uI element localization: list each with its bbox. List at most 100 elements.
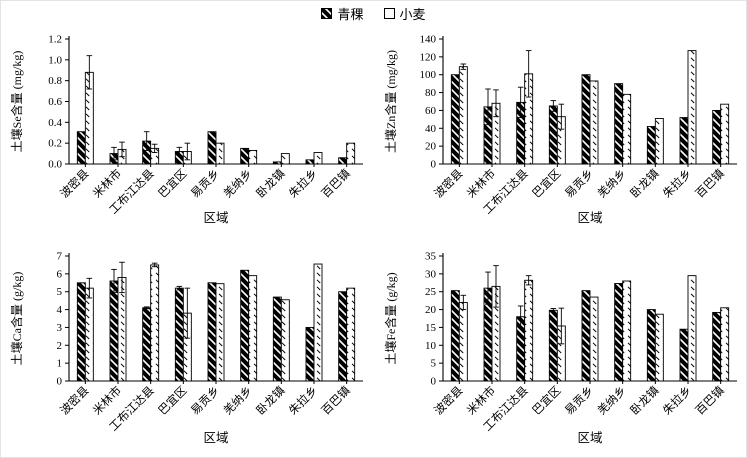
error-bar <box>111 146 117 161</box>
bar-barley <box>272 161 282 165</box>
category-label: 波密县 <box>57 166 91 200</box>
category-label: 百巴镇 <box>318 166 353 201</box>
y-tick-label: 2 <box>57 340 63 352</box>
bar-barley <box>548 105 558 165</box>
y-tick-label: 1.2 <box>48 34 62 46</box>
error-bar <box>176 146 183 157</box>
bar-wheat <box>589 80 599 165</box>
error-bar <box>460 63 467 70</box>
bar-wheat <box>150 264 160 382</box>
bar-wheat <box>215 283 225 382</box>
bar-barley <box>581 290 591 382</box>
wheat-swatch-icon <box>383 8 395 19</box>
category-label: 波密县 <box>431 166 465 200</box>
error-bar <box>111 268 117 294</box>
y-axis-title: 土壤Se含量 (mg/kg) <box>9 51 24 153</box>
y-tick-label: 0.0 <box>48 159 62 171</box>
bar-barley <box>109 280 119 382</box>
bar-wheat <box>720 307 730 382</box>
error-bar <box>86 277 93 299</box>
bar-barley <box>646 126 656 165</box>
y-axis-title: 土壤Zn含量 (mg/kg) <box>383 50 398 153</box>
error-bar <box>485 88 491 126</box>
category-label: 巴宜区 <box>529 166 563 200</box>
category-label: 卧龙镇 <box>627 166 662 201</box>
y-tick-label: 60 <box>425 105 437 117</box>
error-bar <box>143 131 150 151</box>
y-tick-label: 80 <box>425 87 437 99</box>
y-tick-label: 0.2 <box>48 138 62 150</box>
y-tick-label: 0 <box>431 159 437 171</box>
y-tick-label: 4 <box>57 304 63 316</box>
y-axis-title: 土壤Ca含量 (g/kg) <box>9 272 24 366</box>
y-tick-label: 0 <box>57 376 63 388</box>
bar-barley <box>338 291 348 382</box>
y-tick-label: 10 <box>425 340 437 352</box>
chart-legend: 青稞 小麦 <box>1 4 746 23</box>
y-tick-label: 25 <box>425 286 437 298</box>
category-label: 卧龙镇 <box>253 383 288 418</box>
error-bar <box>119 261 125 294</box>
bar-wheat <box>458 301 468 382</box>
category-label: 易贡乡 <box>189 384 223 418</box>
y-tick-label: 30 <box>425 268 437 280</box>
category-label: 波密县 <box>431 383 465 417</box>
error-bar <box>550 308 557 313</box>
category-label: 羌纳乡 <box>595 167 629 201</box>
error-bar <box>151 262 158 268</box>
category-label: 易贡乡 <box>563 167 597 201</box>
bar-barley <box>712 311 722 382</box>
category-label: 易贡乡 <box>563 384 597 418</box>
bar-barley <box>450 74 460 165</box>
y-tick-label: 140 <box>420 34 437 46</box>
category-label: 羌纳乡 <box>595 384 629 418</box>
category-label: 朱拉乡 <box>660 166 694 200</box>
error-bar <box>525 275 532 286</box>
error-bar <box>517 86 524 119</box>
error-bar <box>517 305 524 328</box>
bar-barley <box>581 74 591 165</box>
category-label: 波密县 <box>57 383 91 417</box>
x-axis-title: 区域 <box>577 431 602 445</box>
category-label: 巴宜区 <box>155 166 189 200</box>
error-bar <box>493 89 499 118</box>
error-bar <box>558 103 565 130</box>
y-tick-label: 35 <box>425 251 437 263</box>
bar-wheat <box>687 275 697 382</box>
category-label: 米林市 <box>464 166 498 200</box>
bar-barley <box>272 296 282 382</box>
y-tick-label: 7 <box>57 251 63 263</box>
bar-barley <box>679 117 689 165</box>
barley-swatch-icon <box>321 8 333 19</box>
category-label: 羌纳乡 <box>221 167 255 201</box>
chart-soil-se: 0.0 0.2 0.4 0.6 0.8 1.0 1.2 土壤Se含量 (mg/kg) 波密县 米林… <box>9 34 363 225</box>
bar-wheat <box>622 280 632 382</box>
bar-wheat <box>720 103 730 165</box>
y-tick-label: 0.4 <box>48 117 62 129</box>
bar-barley <box>207 131 217 165</box>
bar-wheat <box>248 275 258 382</box>
legend-label-wheat: 小麦 <box>399 7 426 22</box>
category-label: 米林市 <box>464 383 498 417</box>
y-tick-label: 120 <box>420 51 437 63</box>
bar-barley <box>142 307 152 382</box>
bar-wheat <box>84 287 94 382</box>
bar-barley <box>338 157 348 165</box>
error-bar <box>525 50 532 98</box>
bar-wheat <box>687 50 697 165</box>
error-bar <box>176 285 183 291</box>
y-tick-label: 0 <box>431 376 437 388</box>
y-tick-label: 40 <box>425 123 437 135</box>
error-bar <box>558 307 565 345</box>
bar-barley <box>76 282 86 382</box>
bar-barley <box>548 309 558 382</box>
error-bar <box>143 306 150 310</box>
bar-barley <box>614 283 624 382</box>
error-bar <box>460 294 467 311</box>
error-bar <box>86 55 93 90</box>
y-tick-label: 15 <box>425 322 437 334</box>
bar-barley <box>76 131 86 165</box>
bar-wheat <box>458 66 468 165</box>
